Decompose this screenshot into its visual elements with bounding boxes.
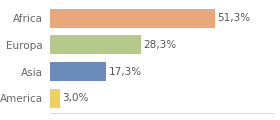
Bar	[50, 9, 214, 28]
Text: 3,0%: 3,0%	[62, 93, 89, 103]
Bar	[50, 89, 60, 108]
Text: 17,3%: 17,3%	[108, 66, 141, 77]
Bar	[50, 62, 106, 81]
Bar	[50, 35, 141, 54]
Text: 28,3%: 28,3%	[144, 40, 177, 50]
Text: 51,3%: 51,3%	[217, 13, 250, 23]
